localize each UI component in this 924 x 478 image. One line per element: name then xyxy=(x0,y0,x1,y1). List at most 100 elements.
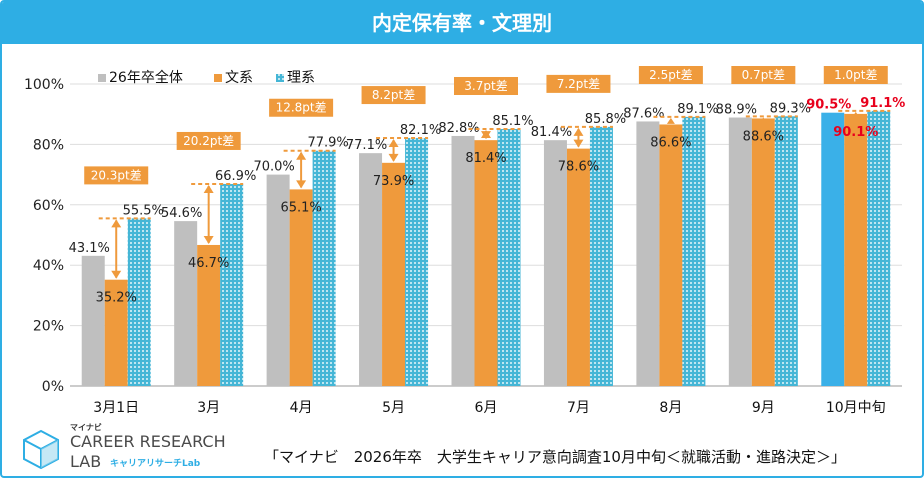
bar-bunkei xyxy=(104,279,128,386)
legend-rikei-label: 理系 xyxy=(287,70,315,86)
gap-arrow-head-down xyxy=(573,139,584,148)
value-label-bunkei: 46.7% xyxy=(188,256,229,271)
value-label-total: 82.8% xyxy=(438,121,479,136)
bar-total xyxy=(359,153,383,386)
value-label-rikei: 85.1% xyxy=(492,114,533,129)
value-label-total: 88.9% xyxy=(716,103,757,118)
value-label-total: 54.6% xyxy=(161,206,202,221)
y-tick-label: 20% xyxy=(33,319,64,335)
legend-total-label: 26年卒全体 xyxy=(109,69,183,86)
value-label-rikei: 77.9% xyxy=(307,136,348,151)
gap-arrow-head-down xyxy=(481,131,491,140)
x-tick-label: 8月 xyxy=(659,400,682,416)
gap-arrow-head-up xyxy=(851,111,860,118)
legend-total-swatch xyxy=(98,74,106,82)
bar-rikei xyxy=(497,128,521,387)
x-tick-label: 5月 xyxy=(382,400,405,416)
gap-label: 8.2pt差 xyxy=(372,88,415,102)
gap-arrow-head-up xyxy=(666,117,675,124)
x-tick-label: 7月 xyxy=(567,400,590,416)
gap-arrow-head-up xyxy=(111,219,122,228)
x-tick-label: 9月 xyxy=(752,400,775,416)
value-label-total: 90.5% xyxy=(806,98,851,113)
bar-bunkei xyxy=(289,189,313,386)
bar-total xyxy=(543,140,567,386)
bar-total xyxy=(174,221,198,386)
brand-name: CAREER RESEARCH xyxy=(70,432,226,451)
gap-label: 2.5pt差 xyxy=(649,68,692,82)
bar-rikei xyxy=(589,126,613,386)
bar-total xyxy=(266,174,290,386)
x-tick-label: 3月1日 xyxy=(93,400,139,416)
bar-rikei xyxy=(220,183,244,386)
value-label-bunkei: 86.6% xyxy=(650,135,691,150)
gap-label: 1.0pt差 xyxy=(834,68,877,82)
gap-label-box xyxy=(84,166,149,185)
brand-prefix: マイナビ xyxy=(70,423,102,432)
value-label-bunkei: 81.4% xyxy=(465,151,506,166)
value-label-bunkei: 73.9% xyxy=(373,174,414,189)
gap-arrow-head-down xyxy=(296,180,307,189)
bar-rikei xyxy=(682,116,706,386)
bar-bunkei xyxy=(382,162,406,386)
bar-total xyxy=(821,112,845,386)
y-tick-label: 0% xyxy=(42,379,64,395)
y-tick-label: 100% xyxy=(24,77,64,93)
value-label-total: 81.4% xyxy=(531,125,572,140)
gap-arrow-head-up xyxy=(573,127,584,136)
gap-label-box xyxy=(731,66,796,84)
bar-total xyxy=(81,255,105,386)
gap-label: 3.7pt差 xyxy=(464,79,507,93)
bar-bunkei xyxy=(197,244,221,386)
value-label-total: 87.6% xyxy=(623,106,664,121)
value-label-bunkei: 90.1% xyxy=(833,125,878,140)
legend-bunkei-label: 文系 xyxy=(225,70,253,86)
legend-rikei-swatch xyxy=(276,74,284,82)
bar-bunkei xyxy=(566,148,590,386)
value-label-rikei: 91.1% xyxy=(860,96,905,111)
brand-subtitle: キャリアリサーチLab xyxy=(110,459,201,469)
value-label-bunkei: 88.6% xyxy=(743,129,784,144)
legend-bunkei-swatch xyxy=(214,74,222,82)
bar-rikei xyxy=(127,218,151,386)
value-label-bunkei: 78.6% xyxy=(558,160,599,175)
bar-total xyxy=(451,135,475,386)
y-tick-label: 40% xyxy=(33,258,64,274)
bar-bunkei xyxy=(474,140,498,386)
y-tick-label: 60% xyxy=(33,198,64,214)
gap-label: 12.8pt差 xyxy=(276,101,327,115)
x-tick-label: 6月 xyxy=(475,400,498,416)
x-tick-label: 4月 xyxy=(290,400,313,416)
value-label-rikei: 89.1% xyxy=(677,102,718,117)
gap-label-box xyxy=(361,86,426,105)
bar-bunkei xyxy=(659,124,683,386)
value-label-rikei: 85.8% xyxy=(585,112,626,127)
gap-label-box xyxy=(546,74,611,93)
bar-bunkei xyxy=(751,118,775,386)
gap-label: 20.3pt差 xyxy=(91,168,142,182)
gap-label: 0.7pt差 xyxy=(742,68,785,82)
brand-logo: マイナビ CAREER RESEARCH LAB キャリアリサーチLab xyxy=(20,422,226,474)
bar-rikei xyxy=(867,110,891,387)
x-tick-label: 10月中旬 xyxy=(826,400,886,416)
brand-name-lab: LAB xyxy=(70,452,102,471)
gap-label-box xyxy=(454,76,518,95)
gap-label-box xyxy=(269,98,334,117)
bar-total xyxy=(728,117,752,386)
x-tick-label: 3月 xyxy=(197,400,220,416)
bar-rikei xyxy=(312,150,336,386)
value-label-rikei: 82.1% xyxy=(400,123,441,138)
source-note: 「マイナビ 2026年卒 大学生キャリア意向調査10月中旬＜就職活動・進路決定＞… xyxy=(264,448,846,466)
gap-label: 20.2pt差 xyxy=(183,134,234,148)
gap-arrow-head-up xyxy=(203,184,214,193)
value-label-rikei: 55.5% xyxy=(123,203,164,218)
chart-title: 内定保有率・文理別 xyxy=(2,2,922,44)
value-label-rikei: 66.9% xyxy=(215,169,256,184)
gap-label-box xyxy=(823,66,888,84)
gap-arrow-head-down xyxy=(388,153,399,162)
gap-arrow-head-up xyxy=(296,151,307,160)
gap-label-box xyxy=(638,66,703,84)
cube-logo-icon xyxy=(23,429,59,470)
bar-bunkei xyxy=(844,113,868,386)
